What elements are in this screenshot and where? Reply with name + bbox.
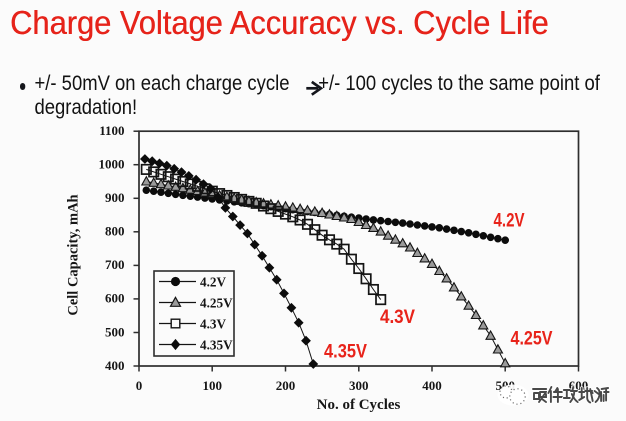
svg-text:4.35V: 4.35V <box>200 337 233 352</box>
svg-text:400: 400 <box>105 358 125 373</box>
svg-text:400: 400 <box>422 378 442 393</box>
svg-text:100: 100 <box>202 378 222 393</box>
svg-text:700: 700 <box>105 257 125 272</box>
svg-text:600: 600 <box>105 291 125 306</box>
svg-text:300: 300 <box>349 378 369 393</box>
svg-text:800: 800 <box>105 224 125 239</box>
svg-text:4.2V: 4.2V <box>494 211 525 232</box>
svg-text:4.25V: 4.25V <box>200 295 233 310</box>
svg-text:1100: 1100 <box>99 123 124 138</box>
svg-text:0: 0 <box>136 378 143 393</box>
svg-text:4.3V: 4.3V <box>200 316 226 331</box>
svg-text:No. of Cycles: No. of Cycles <box>317 397 401 413</box>
svg-text:4.25V: 4.25V <box>511 329 553 350</box>
svg-text:Cell Capacity, mAh: Cell Capacity, mAh <box>65 194 81 315</box>
svg-text:200: 200 <box>276 378 296 393</box>
svg-text:1000: 1000 <box>99 157 125 172</box>
svg-text:4.2V: 4.2V <box>200 274 226 289</box>
svg-text:4.3V: 4.3V <box>380 307 415 328</box>
svg-text:900: 900 <box>105 190 125 205</box>
svg-text:4.35V: 4.35V <box>324 342 367 363</box>
svg-text:500: 500 <box>105 324 125 339</box>
